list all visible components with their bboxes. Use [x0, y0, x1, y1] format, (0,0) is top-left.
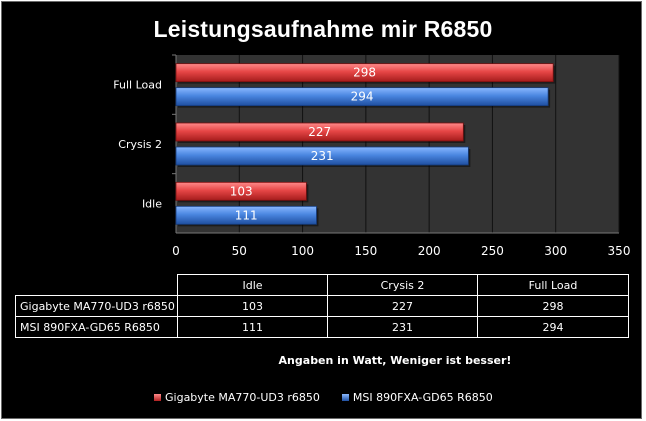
legend: Gigabyte MA770-UD3 r6850 MSI 890FXA-GD65… — [154, 391, 515, 404]
data-label: 103 — [230, 184, 253, 198]
table-header-cell: Idle — [177, 274, 328, 296]
x-tick-label: 150 — [354, 244, 377, 258]
plot-background — [176, 55, 619, 233]
table-row: MSI 890FXA-GD65 R6850 111 231 294 — [15, 316, 629, 338]
data-label: 227 — [308, 125, 331, 139]
x-tick-label: 250 — [481, 244, 504, 258]
table-header-cell: Full Load — [477, 274, 629, 296]
x-tick-label: 0 — [172, 244, 180, 258]
table-cell: 231 — [327, 316, 478, 338]
bar-gigabyte — [175, 122, 464, 142]
legend-swatch-red — [154, 394, 161, 401]
table-row-label: Gigabyte MA770-UD3 r6850 — [15, 295, 178, 317]
x-tick-label: 200 — [418, 244, 441, 258]
table-cell: 294 — [477, 316, 629, 338]
data-label: 298 — [353, 66, 376, 80]
x-tick-label: 50 — [232, 244, 247, 258]
table-header-cell: Crysis 2 — [327, 274, 478, 296]
table-row: Gigabyte MA770-UD3 r6850 103 227 298 — [15, 295, 629, 317]
legend-swatch-blue — [341, 394, 349, 401]
legend-label: Gigabyte MA770-UD3 r6850 — [165, 391, 320, 404]
data-label: 231 — [311, 149, 334, 163]
bar-gigabyte — [175, 63, 554, 83]
bar-msi — [175, 87, 549, 107]
table-row-label: MSI 890FXA-GD65 R6850 — [15, 316, 178, 338]
chart-note: Angaben in Watt, Weniger ist besser! — [278, 354, 512, 367]
y-category-label: Crysis 2 — [118, 138, 162, 151]
chart-title: Leistungsaufnahme mir R6850 — [153, 16, 493, 42]
bar-msi — [175, 146, 469, 166]
y-category-label: Idle — [142, 197, 162, 210]
x-tick-label: 100 — [291, 244, 314, 258]
data-table: Idle Crysis 2 Full Load Gigabyte MA770-U… — [15, 274, 629, 338]
table-corner — [15, 274, 178, 296]
x-tick-label: 350 — [608, 244, 631, 258]
legend-label: MSI 890FXA-GD65 R6850 — [352, 391, 493, 404]
data-label: 111 — [235, 208, 258, 222]
legend-item: Gigabyte MA770-UD3 r6850 — [154, 391, 320, 404]
table-cell: 298 — [477, 295, 629, 317]
bar-msi — [175, 205, 317, 225]
legend-item: MSI 890FXA-GD65 R6850 — [341, 391, 493, 404]
data-label: 294 — [351, 90, 374, 104]
bar-gigabyte — [175, 181, 307, 201]
table-cell: 103 — [177, 295, 328, 317]
y-category-label: Full Load — [113, 79, 162, 92]
table-cell: 111 — [177, 316, 328, 338]
table-header-row: Idle Crysis 2 Full Load — [15, 274, 629, 296]
table-cell: 227 — [327, 295, 478, 317]
x-tick-label: 300 — [544, 244, 567, 258]
